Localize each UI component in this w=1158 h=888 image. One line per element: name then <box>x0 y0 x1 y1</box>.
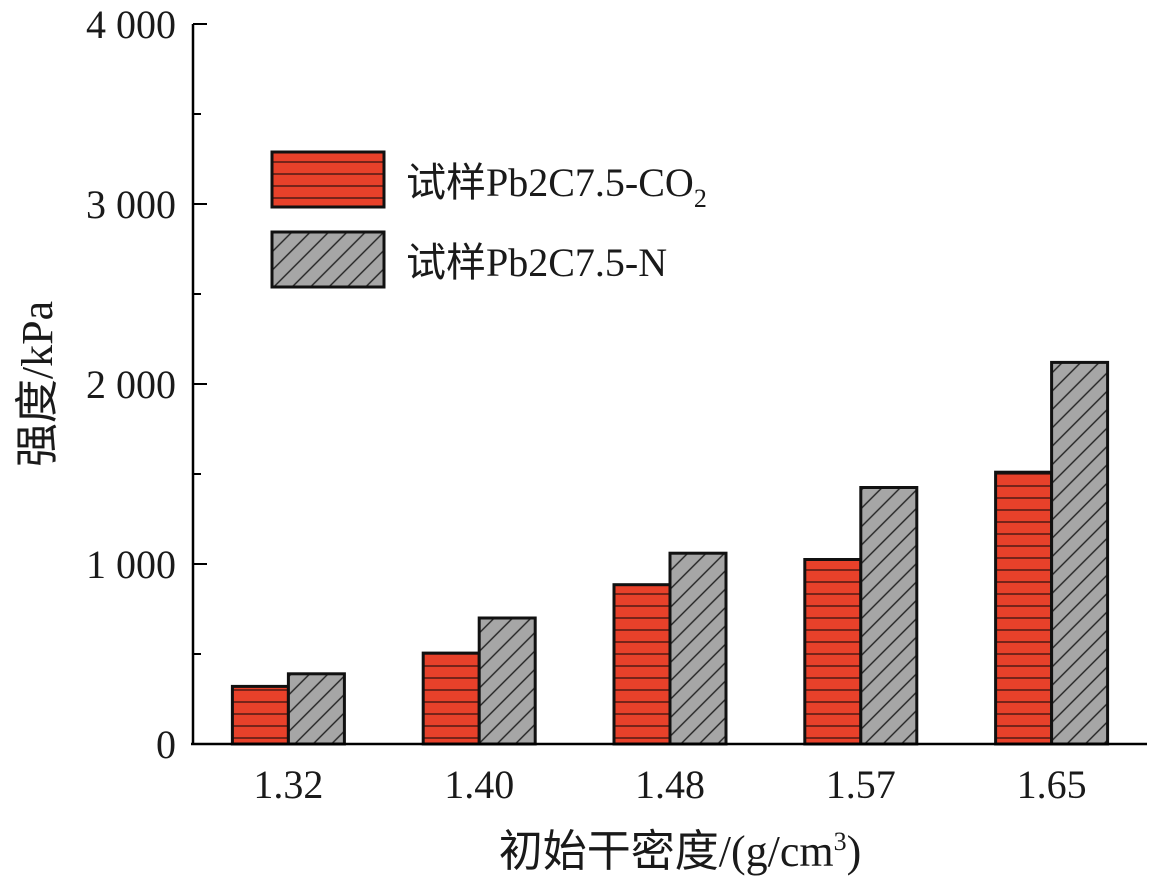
legend: 试样Pb2C7.5-CO2 试样Pb2C7.5-N <box>270 150 707 289</box>
bar-n-1.40 <box>477 616 537 746</box>
y-tick-label: 4 000 <box>86 2 176 47</box>
legend-label-co2-subscript: 2 <box>694 184 707 213</box>
legend-label-n: 试样Pb2C7.5-N <box>406 240 667 285</box>
bar-n-1.65 <box>1050 360 1110 746</box>
x-axis-label-superscript: 3 <box>834 827 847 856</box>
bar-co2-1.48 <box>612 583 672 746</box>
x-tick-label: 1.65 <box>1017 762 1087 807</box>
x-tick-label: 1.57 <box>826 762 896 807</box>
bar-n-1.57 <box>859 486 919 746</box>
y-ticks: 0 1 000 2 000 3 000 4 000 <box>86 2 207 767</box>
y-axis-label: 强度/kPa <box>13 301 62 467</box>
legend-swatch-n <box>270 230 386 289</box>
bar-co2-1.57 <box>803 558 863 746</box>
x-tick-label: 1.40 <box>444 762 514 807</box>
bar-co2-1.40 <box>421 651 481 746</box>
legend-swatch-co2 <box>270 150 386 209</box>
x-tick-label: 1.48 <box>635 762 705 807</box>
x-tick-label: 1.32 <box>253 762 323 807</box>
y-tick-label: 1 000 <box>86 542 176 587</box>
bars-group <box>230 360 1110 746</box>
bar-co2-1.32 <box>230 684 290 746</box>
bar-n-1.32 <box>286 672 346 746</box>
y-tick-label: 3 000 <box>86 182 176 227</box>
legend-label-co2: 试样Pb2C7.5-CO2 <box>406 160 707 213</box>
y-tick-label: 0 <box>156 722 176 767</box>
x-axis-label-end: ) <box>847 827 862 876</box>
x-axis-label: 初始干密度/(g/cm3) <box>499 827 862 876</box>
bar-n-1.48 <box>668 551 728 746</box>
x-axis-label-main: 初始干密度/(g/cm <box>499 827 834 876</box>
y-tick-label: 2 000 <box>86 362 176 407</box>
legend-label-co2-main: 试样Pb2C7.5-CO <box>406 160 694 205</box>
x-ticks: 1.32 1.40 1.48 1.57 1.65 <box>253 762 1086 807</box>
bar-co2-1.65 <box>994 470 1054 746</box>
